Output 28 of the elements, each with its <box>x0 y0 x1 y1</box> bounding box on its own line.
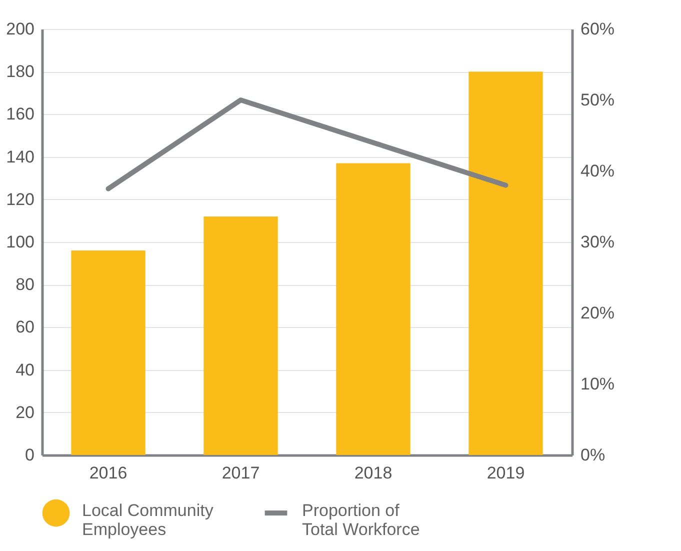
x-tick-label: 2019 <box>486 464 525 482</box>
legend-label: Proportion of Total Workforce <box>302 501 420 539</box>
y-tick-label: 120 <box>6 190 34 209</box>
y-tick-label: 160 <box>6 104 34 124</box>
y2-tick-label: 0% <box>580 446 606 464</box>
y-tick-label: 20 <box>16 402 34 422</box>
y-tick-label: 60 <box>16 318 34 337</box>
y-tick-label: 200 <box>6 20 34 38</box>
y2-tick-label: 40% <box>580 162 615 180</box>
y2-tick-label: 50% <box>580 90 615 110</box>
bar <box>468 72 543 455</box>
y-tick-label: 40 <box>16 360 34 380</box>
y2-tick-label: 10% <box>580 374 615 394</box>
y-tick-label: 80 <box>16 275 34 294</box>
y2-tick-label: 20% <box>580 304 615 322</box>
y-tick-label: 140 <box>6 147 34 166</box>
x-tick-label: 2018 <box>354 464 392 482</box>
y-tick-label: 180 <box>6 62 34 82</box>
legend-label: Local Community Employees <box>82 501 214 539</box>
x-tick-label: 2016 <box>89 464 128 482</box>
y-tick-label: 100 <box>6 232 34 252</box>
bar <box>71 250 146 455</box>
y2-tick-label: 60% <box>580 20 615 38</box>
x-tick-label: 2017 <box>222 464 260 482</box>
bar <box>204 216 278 455</box>
y-tick-label: 0 <box>25 446 34 464</box>
bar <box>336 163 410 455</box>
y2-tick-label: 30% <box>580 232 615 252</box>
